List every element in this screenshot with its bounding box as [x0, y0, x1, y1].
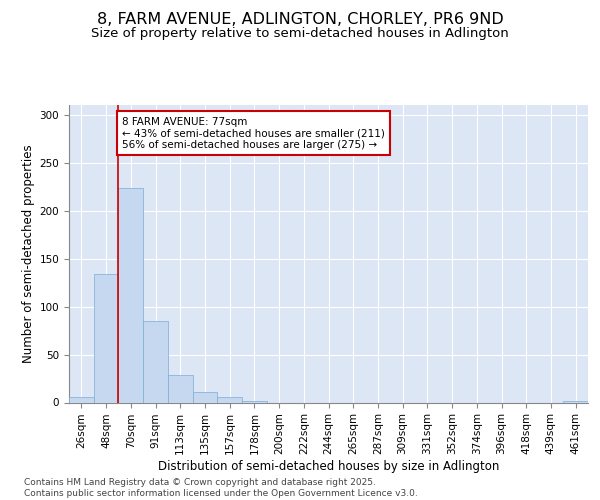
Text: 8 FARM AVENUE: 77sqm
← 43% of semi-detached houses are smaller (211)
56% of semi: 8 FARM AVENUE: 77sqm ← 43% of semi-detac… [122, 116, 385, 150]
Text: Contains HM Land Registry data © Crown copyright and database right 2025.
Contai: Contains HM Land Registry data © Crown c… [24, 478, 418, 498]
Bar [143, 321, 168, 402]
Bar [563, 400, 588, 402]
Bar [242, 400, 267, 402]
Bar [168, 374, 193, 402]
Bar [118, 188, 143, 402]
Y-axis label: Number of semi-detached properties: Number of semi-detached properties [22, 144, 35, 363]
Bar [217, 396, 242, 402]
Bar [69, 396, 94, 402]
Bar [94, 274, 118, 402]
Text: Size of property relative to semi-detached houses in Adlington: Size of property relative to semi-detach… [91, 28, 509, 40]
Bar [193, 392, 217, 402]
Text: 8, FARM AVENUE, ADLINGTON, CHORLEY, PR6 9ND: 8, FARM AVENUE, ADLINGTON, CHORLEY, PR6 … [97, 12, 503, 28]
X-axis label: Distribution of semi-detached houses by size in Adlington: Distribution of semi-detached houses by … [158, 460, 499, 473]
